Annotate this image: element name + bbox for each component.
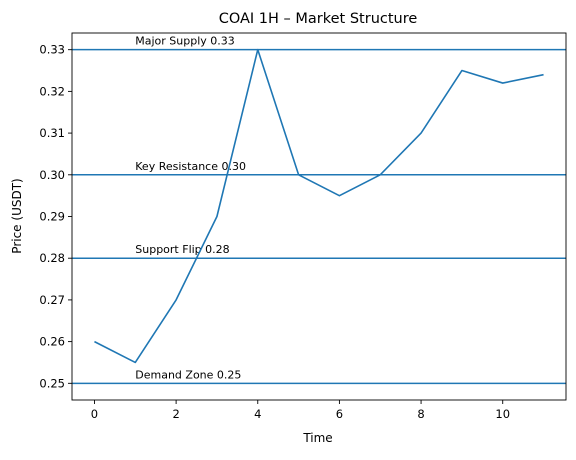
- y-tick-label: 0.27: [39, 293, 65, 307]
- price-series-line: [94, 48, 544, 364]
- y-tick-label: 0.29: [39, 210, 65, 224]
- chart-title: COAI 1H – Market Structure: [219, 11, 418, 27]
- level-annotation: Support Flip 0.28: [135, 243, 229, 256]
- x-tick-label: 2: [172, 407, 179, 421]
- level-annotation: Demand Zone 0.25: [135, 368, 241, 381]
- x-tick-label: 6: [336, 407, 343, 421]
- y-tick-label: 0.31: [39, 126, 65, 140]
- plot-area: Major Supply 0.33 Key Resistance 0.30 Supp…: [39, 32, 567, 421]
- y-tick-label: 0.28: [39, 251, 65, 265]
- x-tick-label: 0: [91, 407, 98, 421]
- y-tick-label: 0.33: [39, 43, 65, 57]
- x-axis-label: Time: [302, 431, 332, 445]
- level-annotation: Key Resistance 0.30: [135, 160, 246, 173]
- y-tick-label: 0.26: [39, 335, 65, 349]
- y-axis-label: Price (USDT): [10, 178, 24, 253]
- x-tick-label: 8: [417, 407, 424, 421]
- x-tick-label: 10: [495, 407, 510, 421]
- y-tick-label: 0.32: [39, 84, 65, 98]
- level-annotation: Major Supply 0.33: [135, 35, 235, 48]
- y-tick-label: 0.30: [39, 168, 65, 182]
- y-tick-label: 0.25: [39, 376, 65, 390]
- x-tick-label: 4: [254, 407, 261, 421]
